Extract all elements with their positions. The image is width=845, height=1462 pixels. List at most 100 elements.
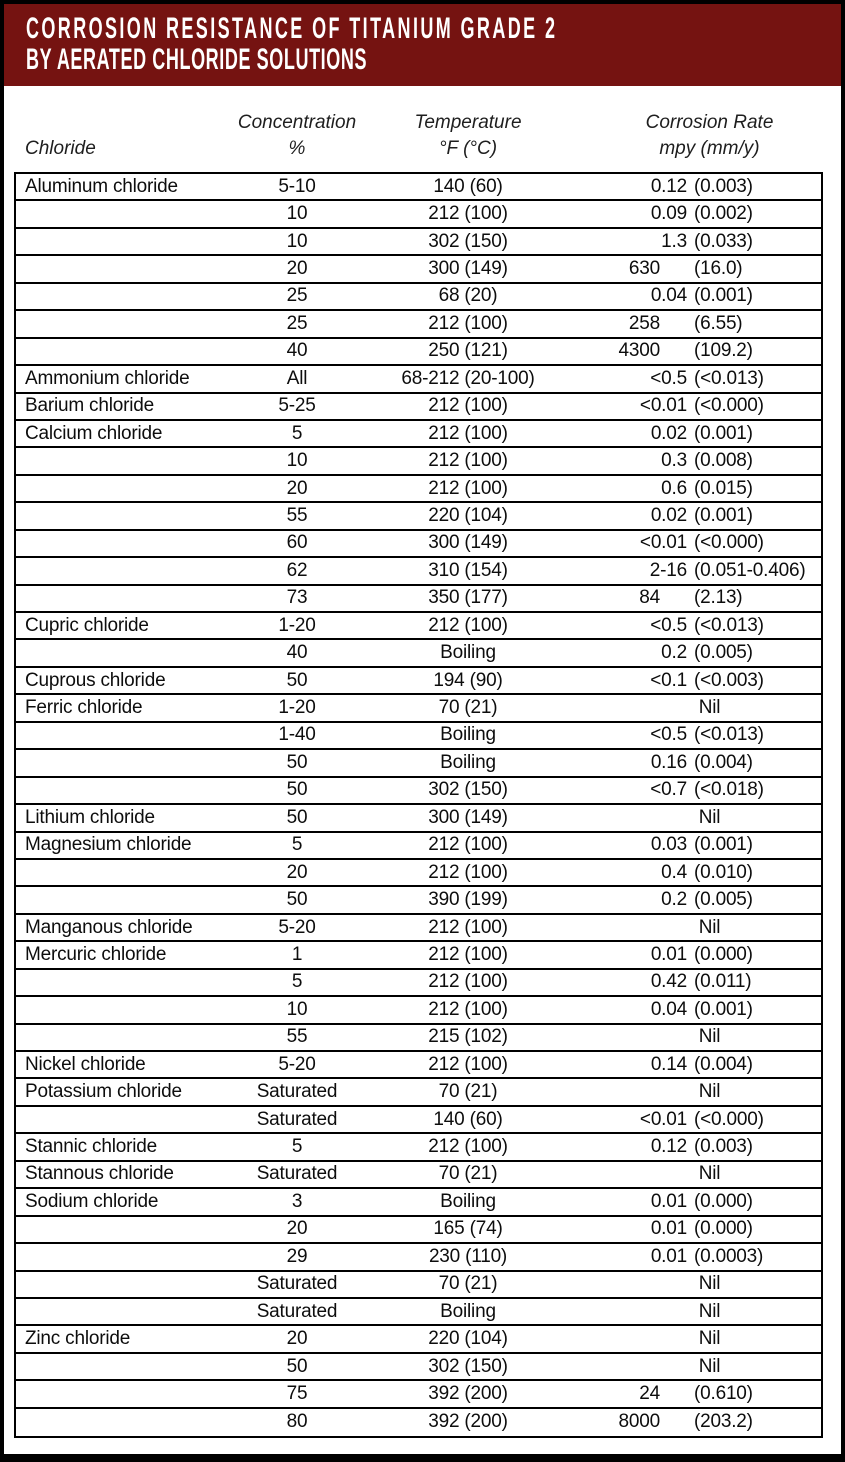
column-header-corrosion-rate-line2: mpy (mm/y) (659, 138, 760, 159)
corrosion-rate-cell: 0.16 (0.004) (543, 752, 821, 774)
corrosion-rate-mmy-value: (<0.000) (694, 1108, 764, 1130)
concentration-cell: 20 (286, 258, 308, 280)
table-row: 50 302 (150) <0.7 (<0.018) (16, 778, 821, 806)
column-header-row: Chloride Concentration % Temperature °F … (14, 86, 823, 172)
table-row: 50 390 (199) 0.2 (0.005) (16, 887, 821, 915)
corrosion-rate-mpy-value: 2-16 (649, 559, 687, 581)
corrosion-rate-mmy-value: (<0.000) (694, 395, 764, 417)
chloride-name-cell: Sodium chloride (25, 1190, 159, 1212)
chloride-name-cell: Barium chloride (25, 395, 154, 417)
concentration-cell: 3 (291, 1190, 303, 1212)
table-row: Barium chloride 5-25 212 (100) <0.01 (<0.… (16, 394, 821, 421)
corrosion-rate-mmy-value: (<0.000) (694, 532, 764, 554)
corrosion-rate-mpy-value: 0.02 (650, 422, 687, 444)
table-row: 10 302 (150) 1.3 (0.033) (16, 229, 821, 257)
corrosion-rate-mpy-value: 0.09 (650, 203, 687, 225)
corrosion-rate-mpy-value: <0.01 (639, 395, 687, 417)
chloride-name-cell: Ferric chloride (25, 697, 143, 719)
corrosion-rate-mmy-value: (<0.003) (694, 669, 764, 691)
title-banner: CORROSION RESISTANCE OF TITANIUM GRADE 2… (4, 4, 841, 86)
table-row: 20 212 (100) 0.6 (0.015) (16, 476, 821, 504)
corrosion-rate-cell: 0.2 (0.005) (543, 642, 821, 664)
concentration-cell: Saturated (256, 1108, 338, 1130)
concentration-cell: Saturated (256, 1081, 338, 1103)
corrosion-rate-nil-value: Nil (698, 806, 721, 828)
concentration-cell: 25 (286, 285, 308, 307)
chloride-name-cell: Aluminum chloride (25, 175, 178, 197)
temperature-cell: Boiling (440, 1300, 496, 1322)
corrosion-rate-cell: 0.2 (0.005) (543, 889, 821, 911)
corrosion-rate-nil-value: Nil (698, 1273, 721, 1295)
corrosion-rate-cell: Nil (543, 1081, 821, 1103)
corrosion-rate-mmy-value: (0.004) (694, 1053, 753, 1075)
temperature-cell: 70 (21) (438, 1163, 498, 1185)
chloride-name-cell: Stannous chloride (25, 1163, 174, 1185)
corrosion-rate-cell: Nil (543, 1356, 821, 1378)
concentration-cell: 29 (286, 1245, 308, 1267)
table-row: 10 212 (100) 0.04 (0.001) (16, 997, 821, 1025)
corrosion-rate-mmy-value: (0.033) (694, 230, 753, 252)
temperature-cell: Boiling (440, 751, 496, 773)
temperature-cell: 302 (150) (428, 230, 508, 252)
column-header-corrosion-rate: Corrosion Rate mpy (mm/y) (543, 104, 821, 162)
corrosion-rate-cell: 630 (16.0) (543, 258, 821, 280)
corrosion-rate-mpy-value: 0.01 (650, 943, 687, 965)
concentration-cell: 55 (286, 504, 308, 526)
temperature-cell: 212 (100) (428, 834, 508, 856)
column-header-chloride-line2: Chloride (25, 138, 96, 159)
temperature-cell: 212 (100) (428, 450, 508, 472)
temperature-cell: 140 (60) (433, 175, 503, 197)
document-title-line1: CORROSION RESISTANCE OF TITANIUM GRADE 2 (26, 12, 558, 45)
table-row: 40 250 (121) 4300 (109.2) (16, 339, 821, 367)
corrosion-rate-mpy-value: 0.3 (661, 450, 687, 472)
table-row: 25 212 (100) 258 (6.55) (16, 311, 821, 339)
corrosion-rate-cell: 0.3 (0.008) (543, 450, 821, 472)
concentration-cell: 50 (286, 751, 308, 773)
temperature-cell: 390 (199) (428, 889, 508, 911)
concentration-cell: 80 (286, 1411, 308, 1433)
corrosion-rate-cell: Nil (543, 1273, 821, 1295)
concentration-cell: 20 (286, 861, 308, 883)
chloride-name-cell: Magnesium chloride (25, 834, 192, 856)
temperature-cell: 212 (100) (428, 916, 508, 938)
corrosion-rate-mmy-value: (0.001) (694, 998, 753, 1020)
temperature-cell: 70 (21) (438, 697, 498, 719)
corrosion-rate-cell: Nil (543, 1328, 821, 1350)
corrosion-rate-cell: <0.01 (<0.000) (543, 1109, 821, 1131)
corrosion-rate-cell: Nil (543, 807, 821, 829)
temperature-cell: 392 (200) (428, 1382, 508, 1404)
table-row: 20 212 (100) 0.4 (0.010) (16, 860, 821, 888)
column-header-chloride: Chloride (16, 104, 201, 162)
table-row: 10 212 (100) 0.09 (0.002) (16, 201, 821, 229)
corrosion-rate-mpy-value: <0.1 (650, 669, 687, 691)
table-row: 29 230 (110) 0.01 (0.0003) (16, 1244, 821, 1272)
corrosion-rate-mmy-value: (6.55) (694, 312, 743, 334)
temperature-cell: 212 (100) (428, 1136, 508, 1158)
temperature-cell: 212 (100) (428, 971, 508, 993)
corrosion-rate-cell: 1.3 (0.033) (543, 231, 821, 253)
corrosion-rate-mmy-value: (0.010) (694, 861, 753, 883)
corrosion-rate-cell: 0.4 (0.010) (543, 862, 821, 884)
temperature-cell: 302 (150) (428, 1355, 508, 1377)
corrosion-rate-mpy-value: 258 (628, 312, 660, 334)
chloride-name-cell: Stannic chloride (25, 1136, 157, 1158)
corrosion-rate-mmy-value: (2.13) (694, 587, 743, 609)
corrosion-rate-mpy-value: <0.5 (650, 724, 687, 746)
table-row: Stannic chloride 5 212 (100) 0.12 (0.003) (16, 1134, 821, 1162)
temperature-cell: 212 (100) (428, 943, 508, 965)
corrosion-rate-cell: 0.12 (0.003) (543, 1136, 821, 1158)
temperature-cell: 300 (149) (428, 806, 508, 828)
corrosion-rate-nil-value: Nil (698, 1328, 721, 1350)
table-row: Mercuric chloride 1 212 (100) 0.01 (0.000… (16, 942, 821, 970)
temperature-cell: 212 (100) (428, 1053, 508, 1075)
concentration-cell: 5 (291, 971, 303, 993)
temperature-cell: 215 (102) (428, 1026, 508, 1048)
table-row: Calcium chloride 5 212 (100) 0.02 (0.001) (16, 421, 821, 449)
chloride-name-cell: Cuprous chloride (25, 669, 166, 691)
corrosion-rate-nil-value: Nil (698, 1163, 721, 1185)
corrosion-rate-cell: Nil (543, 697, 821, 719)
concentration-cell: Saturated (256, 1300, 338, 1322)
corrosion-rate-mpy-value: 0.2 (661, 642, 687, 664)
corrosion-rate-cell: 0.04 (0.001) (543, 999, 821, 1021)
corrosion-rate-mmy-value: (0.011) (694, 971, 752, 993)
